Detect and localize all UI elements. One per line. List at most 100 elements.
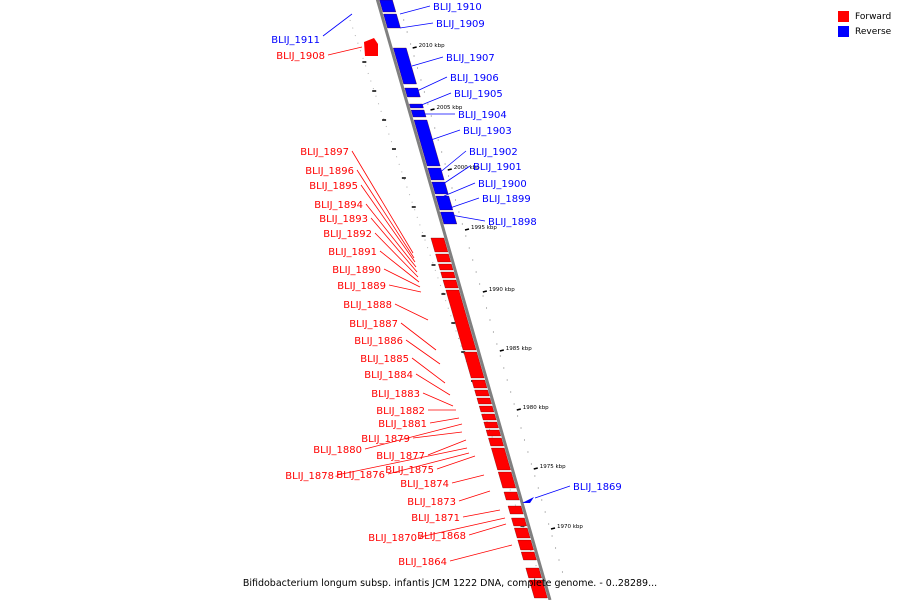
gene-label-blij-1896: BLIJ_1896 [305,166,354,177]
gene-label-blij-1910: BLIJ_1910 [433,2,482,13]
reverse-gene-block [413,119,441,167]
gene-label-blij-1875: BLIJ_1875 [385,465,434,476]
forward-gene-block [445,289,477,351]
legend: Forward Reverse [838,9,891,39]
gene-label-blij-1898: BLIJ_1898 [488,217,537,228]
reverse-gene-block [393,47,417,85]
scale-label: 1980 kbp [523,405,549,411]
scale-tick [499,349,504,352]
gene-label-blij-1868: BLIJ_1868 [417,531,466,542]
leader-line [356,169,415,259]
reverse-gene-block [379,0,397,13]
legend-label-forward: Forward [855,11,892,22]
gene-label-blij-1900: BLIJ_1900 [478,179,527,190]
gene-label-blij-1869: BLIJ_1869 [573,482,622,493]
gene-label-blij-1888: BLIJ_1888 [343,300,392,311]
gene-label-blij-1906: BLIJ_1906 [450,73,499,84]
scale-tick [430,108,435,111]
gene-label-blij-1871: BLIJ_1871 [411,513,460,524]
gene-label-blij-1899: BLIJ_1899 [482,194,531,205]
leader-line [327,46,363,56]
forward-gene-block [491,447,511,471]
gene-label-blij-1889: BLIJ_1889 [337,281,386,292]
leader-line [336,447,468,476]
leader-line [416,76,448,92]
gene-label-blij-1873: BLIJ_1873 [407,497,456,508]
forward-gene-block [481,413,497,421]
leader-line [370,217,418,273]
leader-line [412,431,463,439]
gene-label-blij-1878: BLIJ_1878 [285,471,334,482]
gene-label-blij-1876: BLIJ_1876 [336,470,385,481]
scale-label: 1990 kbp [489,287,515,293]
forward-swatch [838,11,849,22]
leader-line [427,129,461,142]
label-separator: - [418,533,422,544]
forward-gene-block [476,397,492,405]
gene-label-blij-1890: BLIJ_1890 [332,265,381,276]
legend-item-forward: Forward [838,9,891,24]
gene-label-blij-1870: BLIJ_1870 [368,533,417,544]
forward-gene-block [511,517,527,527]
gene-label-blij-1911: BLIJ_1911 [271,35,320,46]
leader-line [534,485,571,499]
forward-gene-block [440,271,456,279]
gene-label-blij-1907: BLIJ_1907 [446,53,495,64]
leader-line [400,322,437,351]
forward-gene-block [507,505,524,515]
leader-line [446,197,480,210]
scale-tick [412,46,417,49]
gene-label-blij-1894: BLIJ_1894 [314,200,363,211]
label-separator: - [335,471,339,482]
gene-label-blij-1902: BLIJ_1902 [469,147,518,158]
leader-line [351,150,414,254]
forward-gene-block [435,253,451,263]
reverse-gene-block [410,109,427,118]
gene-label-blij-1864: BLIJ_1864 [398,557,447,568]
leader-line [427,439,467,456]
gene-label-blij-1903: BLIJ_1903 [463,126,512,137]
reverse-gene-block [404,87,421,98]
leader-line [411,357,446,384]
reverse-swatch [838,26,849,37]
scale-label: 1975 kbp [540,464,566,470]
leader-line [437,150,467,175]
scale-tick [482,290,488,293]
leader-line [411,56,444,67]
leader-line [383,268,421,288]
gene-label-blij-1887: BLIJ_1887 [349,319,398,330]
leader-line [449,544,513,562]
forward-gene-block [442,279,459,289]
scale-label: 1970 kbp [557,524,583,530]
forward-gene-block [463,351,485,379]
leader-line [422,392,454,407]
leader-line [374,232,419,278]
gene-label-blij-1904: BLIJ_1904 [458,110,507,121]
scale-label: 1995 kbp [471,225,497,231]
gene-label-blij-1877: BLIJ_1877 [376,451,425,462]
leader-line [418,92,452,107]
forward-gene-block [529,579,548,599]
reverse-gene-block [409,103,424,109]
leader-line [365,203,417,268]
leader-line [450,214,486,222]
forward-gene-block [525,567,542,579]
gene-label-blij-1881: BLIJ_1881 [378,419,427,430]
gene-label-blij-1901: BLIJ_1901 [473,162,522,173]
leader-line [399,5,431,15]
scale-tick [447,168,452,171]
gene-label-blij-1897: BLIJ_1897 [300,147,349,158]
leader-line [387,452,470,475]
leader-line [462,509,501,518]
gene-label-blij-1891: BLIJ_1891 [328,247,377,258]
forward-gene-block [438,263,454,271]
forward-gene-block [514,527,531,539]
leader-line [443,182,476,197]
forward-gene-block [474,389,490,397]
leader-line [405,339,441,365]
scale-tick [550,527,556,530]
genome-caption: Bifidobacterium longum subsp. infantis J… [242,578,658,589]
gene-label-blij-1880: BLIJ_1880 [313,445,362,456]
gene-label-blij-1884: BLIJ_1884 [364,370,413,381]
